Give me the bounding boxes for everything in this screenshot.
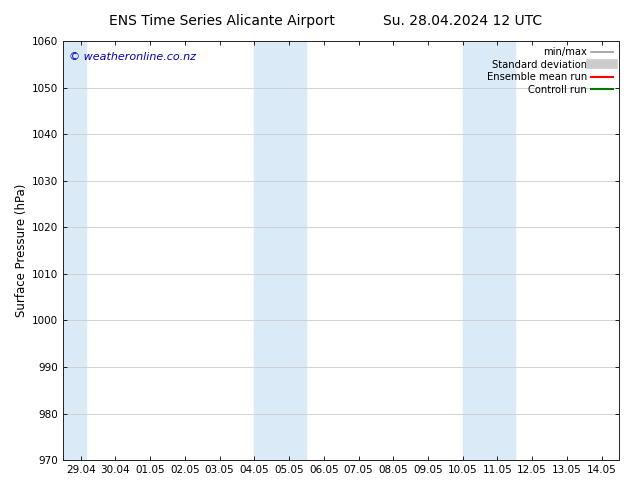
Text: © weatheronline.co.nz: © weatheronline.co.nz: [69, 51, 196, 62]
Text: ENS Time Series Alicante Airport: ENS Time Series Alicante Airport: [109, 14, 335, 28]
Legend: min/max, Standard deviation, Ensemble mean run, Controll run: min/max, Standard deviation, Ensemble me…: [484, 44, 616, 98]
Text: Su. 28.04.2024 12 UTC: Su. 28.04.2024 12 UTC: [384, 14, 542, 28]
Y-axis label: Surface Pressure (hPa): Surface Pressure (hPa): [15, 184, 28, 318]
Bar: [463, 41, 515, 460]
Bar: [63, 41, 86, 460]
Bar: [254, 41, 306, 460]
